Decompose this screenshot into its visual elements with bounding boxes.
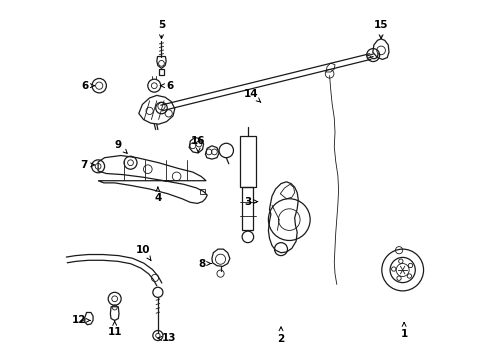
Text: 7: 7 — [80, 160, 95, 170]
Text: 14: 14 — [244, 89, 261, 102]
Bar — [159, 69, 164, 75]
Text: 9: 9 — [115, 140, 127, 153]
Text: 6: 6 — [81, 81, 95, 91]
Text: 16: 16 — [191, 136, 205, 152]
Text: 10: 10 — [136, 245, 151, 260]
Text: 5: 5 — [158, 20, 165, 39]
Text: 15: 15 — [374, 20, 389, 39]
Text: 3: 3 — [244, 197, 257, 207]
Text: 8: 8 — [198, 258, 211, 269]
Text: 2: 2 — [277, 327, 285, 344]
Text: 12: 12 — [72, 315, 90, 325]
Text: 11: 11 — [107, 321, 122, 337]
Text: 6: 6 — [161, 81, 174, 91]
Text: 13: 13 — [158, 333, 177, 343]
Text: 1: 1 — [400, 323, 408, 339]
Text: 4: 4 — [154, 187, 162, 203]
